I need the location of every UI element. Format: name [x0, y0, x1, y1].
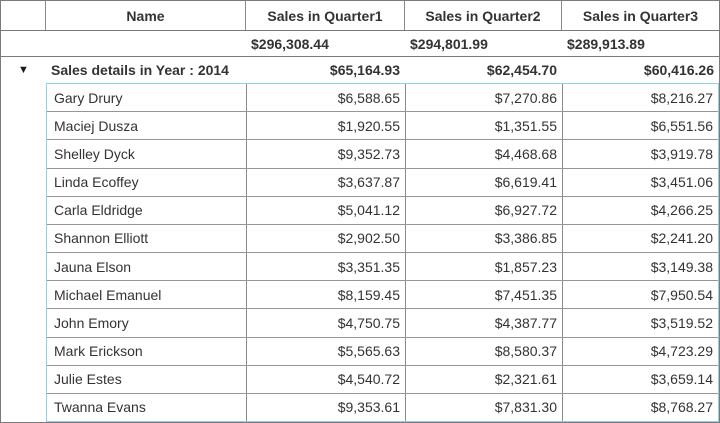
table-row[interactable]: Maciej Dusza $1,920.55 $1,351.55 $6,551.… [47, 112, 718, 141]
cell-quarter3[interactable]: $6,551.56 [650, 117, 713, 134]
cell-quarter2[interactable]: $1,351.55 [406, 112, 563, 140]
cell-quarter2[interactable]: $8,580.37 [406, 337, 563, 365]
cell-name[interactable]: John Emory [47, 309, 247, 337]
cell-quarter2[interactable]: $7,270.86 [406, 84, 563, 112]
summary-cell-quarter2: $294,801.99 [410, 35, 488, 52]
column-header-name[interactable]: Name [46, 1, 246, 30]
column-header-quarter3[interactable]: Sales in Quarter3 [582, 7, 699, 24]
table-row[interactable]: Shelley Dyck $9,352.73 $4,468.68 $3,919.… [47, 140, 718, 169]
cell-quarter3[interactable]: $3,659.14 [650, 371, 713, 388]
column-header-quarter2[interactable]: Sales in Quarter2 [405, 1, 562, 30]
table-summary-row: $296,308.44 $294,801.99 $289,913.89 [1, 31, 719, 57]
cell-quarter2[interactable]: $2,321.61 [406, 365, 563, 393]
cell-name[interactable]: Shannon Elliott [47, 224, 247, 253]
cell-quarter2[interactable]: $3,386.85 [406, 224, 563, 253]
cell-quarter3[interactable]: $8,216.27 [650, 89, 713, 106]
cell-name[interactable]: Carla Eldridge [47, 196, 247, 224]
cell-quarter2[interactable]: $1,857.23 [406, 253, 563, 281]
cell-name[interactable]: Linda Ecoffey [47, 168, 247, 196]
table-row[interactable]: Mark Erickson $5,565.63 $8,580.37 $4,723… [47, 337, 718, 366]
header-row: Name Sales in Quarter1 Sales in Quarter2… [1, 1, 719, 31]
table-row[interactable]: John Emory $4,750.75 $4,387.77 $3,519.52 [47, 309, 718, 338]
cell-quarter3[interactable]: $3,451.06 [650, 174, 713, 191]
cell-name[interactable]: Gary Drury [47, 84, 247, 112]
cell-quarter3[interactable]: $3,919.78 [650, 145, 713, 162]
cell-quarter2[interactable]: $7,451.35 [406, 281, 563, 309]
column-header-expander [1, 1, 46, 30]
column-header-quarter1[interactable]: Sales in Quarter1 [246, 1, 405, 30]
table-row[interactable]: Twanna Evans $9,353.61 $7,831.30 $8,768.… [47, 393, 718, 422]
cell-quarter1[interactable]: $9,352.73 [247, 140, 406, 168]
summary-cell-expander [1, 31, 46, 56]
cell-name[interactable]: Shelley Dyck [47, 140, 247, 168]
table-row[interactable]: Carla Eldridge $5,041.12 $6,927.72 $4,26… [47, 196, 718, 225]
group-caption-label: Sales details in Year : 2014 [51, 62, 229, 78]
cell-quarter3[interactable]: $3,149.38 [650, 258, 713, 275]
detail-rows: Gary Drury $6,588.65 $7,270.86 $8,216.27… [46, 83, 719, 422]
table-row[interactable]: Linda Ecoffey $3,637.87 $6,619.41 $3,451… [47, 168, 718, 197]
cell-quarter3[interactable]: $2,241.20 [650, 230, 713, 247]
table-row[interactable]: Julie Estes $4,540.72 $2,321.61 $3,659.1… [47, 365, 718, 394]
group-caption-row[interactable]: ▼ Sales details in Year : 2014 $65,164.9… [1, 57, 719, 83]
cell-name[interactable]: Maciej Dusza [47, 112, 247, 140]
cell-name[interactable]: Jauna Elson [47, 253, 247, 281]
cell-quarter1[interactable]: $5,565.63 [247, 337, 406, 365]
cell-name[interactable]: Michael Emanuel [47, 281, 247, 309]
cell-quarter1[interactable]: $4,750.75 [247, 309, 406, 337]
summary-cell-name [46, 31, 246, 56]
table-row[interactable]: Gary Drury $6,588.65 $7,270.86 $8,216.27 [47, 84, 718, 113]
cell-quarter2[interactable]: $6,927.72 [406, 196, 563, 224]
table-row[interactable]: Michael Emanuel $8,159.45 $7,451.35 $7,9… [47, 281, 718, 310]
cell-quarter2[interactable]: $4,387.77 [406, 309, 563, 337]
table-row[interactable]: Jauna Elson $3,351.35 $1,857.23 $3,149.3… [47, 253, 718, 282]
cell-quarter1[interactable]: $1,920.55 [247, 112, 406, 140]
cell-quarter2[interactable]: $7,831.30 [406, 393, 563, 422]
cell-quarter3[interactable]: $4,266.25 [650, 202, 713, 219]
group-summary-quarter3: $60,416.26 [643, 62, 714, 78]
cell-quarter1[interactable]: $2,902.50 [247, 224, 406, 253]
cell-quarter1[interactable]: $9,353.61 [247, 393, 406, 422]
cell-quarter1[interactable]: $6,588.65 [247, 84, 406, 112]
group-expander-cell: ▼ [1, 57, 46, 83]
cell-quarter1[interactable]: $3,351.35 [247, 253, 406, 281]
cell-quarter3[interactable]: $8,768.27 [650, 399, 713, 416]
group-summary-quarter1: $65,164.93 [329, 62, 400, 78]
cell-quarter1[interactable]: $4,540.72 [247, 365, 406, 393]
cell-quarter1[interactable]: $8,159.45 [247, 281, 406, 309]
summary-cell-quarter3: $289,913.89 [567, 35, 645, 52]
cell-quarter3[interactable]: $4,723.29 [650, 343, 713, 360]
cell-quarter1[interactable]: $3,637.87 [247, 168, 406, 196]
table-row[interactable]: Shannon Elliott $2,902.50 $3,386.85 $2,2… [47, 224, 718, 254]
cell-quarter3[interactable]: $3,519.52 [650, 314, 713, 331]
group-summary-quarter2: $62,454.70 [486, 62, 557, 78]
collapse-expander-icon[interactable]: ▼ [18, 63, 29, 76]
cell-quarter1[interactable]: $5,041.12 [247, 196, 406, 224]
cell-name[interactable]: Twanna Evans [47, 393, 247, 422]
cell-quarter2[interactable]: $4,468.68 [406, 140, 563, 168]
cell-quarter3[interactable]: $7,950.54 [650, 286, 713, 303]
summary-cell-quarter1: $296,308.44 [251, 35, 329, 52]
cell-name[interactable]: Julie Estes [47, 365, 247, 393]
cell-name[interactable]: Mark Erickson [47, 337, 247, 365]
cell-quarter2[interactable]: $6,619.41 [406, 168, 563, 196]
